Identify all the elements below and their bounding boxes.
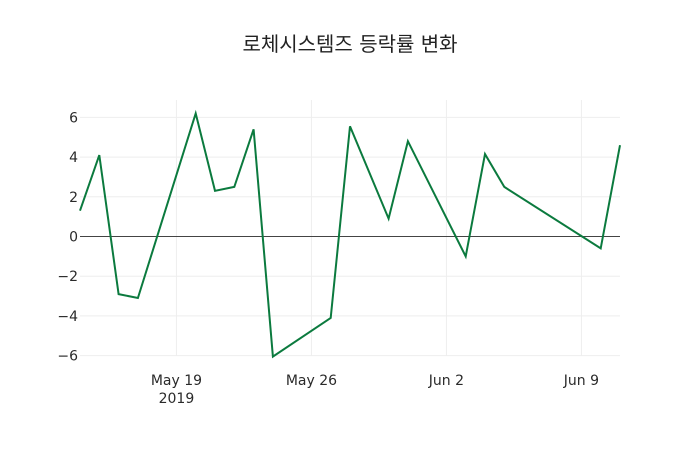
chart-title: 로체시스템즈 등락률 변화 bbox=[242, 32, 458, 56]
y-axis-ticks: 6 4 2 0 −2 −4 −6 bbox=[57, 110, 78, 364]
x-tick-label: Jun 9 bbox=[563, 373, 599, 389]
series-line bbox=[79, 109, 621, 359]
y-tick-label: −2 bbox=[57, 269, 78, 285]
x-axis-ticks: May 19 2019 May 26 Jun 2 Jun 9 bbox=[151, 373, 599, 407]
x-tick-label: May 26 bbox=[286, 373, 337, 389]
y-tick-label: 0 bbox=[69, 230, 78, 246]
x-tick-year-label: 2019 bbox=[159, 391, 195, 407]
gridlines bbox=[80, 100, 620, 357]
y-tick-label: −4 bbox=[57, 309, 78, 325]
y-tick-label: 4 bbox=[69, 150, 78, 166]
y-tick-label: 6 bbox=[69, 110, 78, 126]
y-tick-label: −6 bbox=[57, 349, 78, 365]
x-tick-label: May 19 bbox=[151, 373, 202, 389]
y-tick-label: 2 bbox=[69, 190, 78, 206]
x-tick-label: Jun 2 bbox=[428, 373, 464, 389]
